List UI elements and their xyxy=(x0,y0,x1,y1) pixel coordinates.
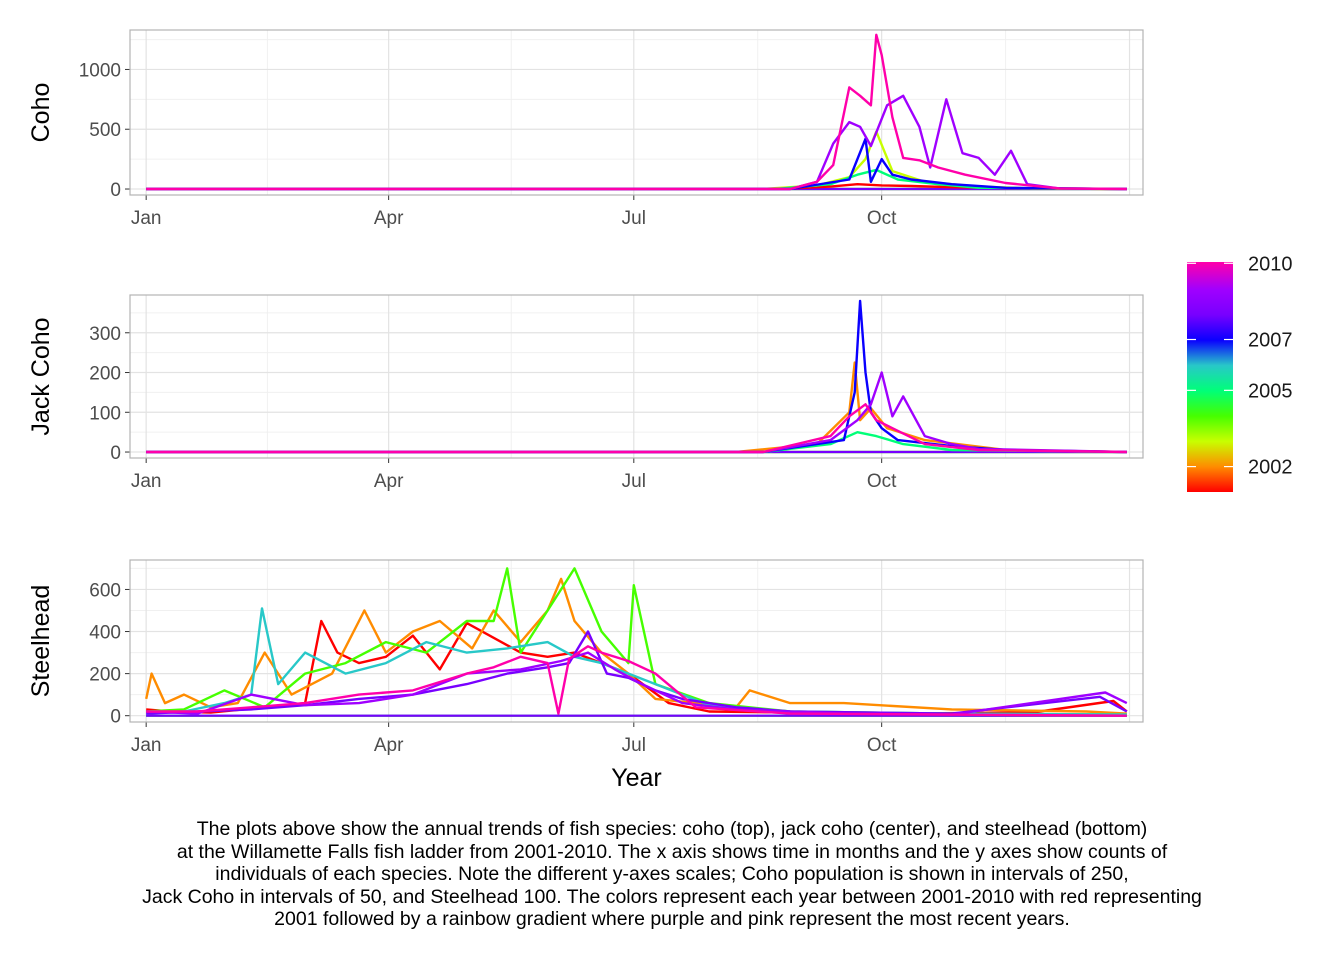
series-line-2009 xyxy=(146,371,1127,454)
x-tick-label: Apr xyxy=(374,471,404,492)
panel-1: 0 500 1000 Jan Apr Jul Oct Coho xyxy=(27,29,1144,229)
color-legend: 2010 2007 2005 2002 xyxy=(1187,253,1293,492)
chart-figure: 0 500 1000 Jan Apr Jul Oct Coho 0 100 200 300 Jan Apr… xyxy=(27,29,1293,792)
legend-label: 2005 xyxy=(1248,380,1293,402)
caption-line-4: Jack Coho in intervals of 50, and Steelh… xyxy=(142,885,1202,908)
caption-line-3: individuals of each species. Note the di… xyxy=(215,863,1129,885)
caption-line-5: 2001 followed by a rainbow gradient wher… xyxy=(274,908,1070,930)
caption-line-1: The plots above show the annual trends o… xyxy=(196,818,1148,840)
x-tick-label: Jul xyxy=(622,735,646,756)
y-tick-label: 300 xyxy=(89,324,121,345)
panel-border xyxy=(129,559,1144,723)
series-line-2010 xyxy=(146,403,1127,454)
y-tick-label: 200 xyxy=(89,364,121,385)
series-line-2002 xyxy=(145,577,1127,715)
series-line-2008 xyxy=(146,630,1128,715)
x-tick-label: Apr xyxy=(374,735,404,756)
y-axis-title: Coho xyxy=(27,83,55,143)
legend-colorbar xyxy=(1187,262,1233,492)
x-tick-label: Oct xyxy=(867,208,897,229)
series-line-2009 xyxy=(146,94,1127,191)
x-tick-label: Jan xyxy=(131,735,162,756)
y-axis-title: Jack Coho xyxy=(27,317,55,435)
series-line-2010 xyxy=(146,645,1127,717)
y-axis-title: Steelhead xyxy=(27,585,55,698)
panel-2: 0 100 200 300 Jan Apr Jul Oct Jack Coho xyxy=(27,294,1144,492)
panel-3: 0 200 400 600 Jan Apr Jul Oct Steelhead Year xyxy=(27,559,1144,792)
series-line-2007 xyxy=(146,137,1127,191)
panel-border xyxy=(129,294,1144,459)
x-tick-label: Apr xyxy=(374,208,404,229)
y-tick-label: 400 xyxy=(89,623,121,644)
x-tick-label: Jan xyxy=(131,208,162,229)
legend-label: 2007 xyxy=(1248,330,1293,352)
y-tick-label: 500 xyxy=(89,120,121,141)
x-tick-label: Jul xyxy=(622,208,646,229)
x-tick-label: Jul xyxy=(622,471,646,492)
series-line-2010 xyxy=(146,33,1127,191)
x-tick-label: Oct xyxy=(867,735,897,756)
x-tick-label: Oct xyxy=(867,471,897,492)
y-tick-label: 100 xyxy=(89,403,121,424)
y-tick-label: 600 xyxy=(89,580,121,601)
x-axis-title: Year xyxy=(611,764,662,792)
legend-label: 2002 xyxy=(1248,457,1293,479)
figure-caption: The plots above show the annual trends o… xyxy=(0,818,1344,931)
x-tick-label: Jan xyxy=(131,471,162,492)
y-tick-label: 0 xyxy=(110,443,121,464)
series-line-2002 xyxy=(146,361,1127,454)
panel-border xyxy=(129,29,1144,196)
y-tick-label: 200 xyxy=(89,665,121,686)
series-line-2006 xyxy=(146,607,1127,716)
series-line-2007 xyxy=(146,299,1127,454)
y-tick-label: 0 xyxy=(110,707,121,728)
caption-line-2: at the Willamette Falls fish ladder from… xyxy=(176,840,1168,863)
y-tick-label: 1000 xyxy=(79,60,121,81)
legend-label: 2010 xyxy=(1248,253,1293,275)
y-tick-label: 0 xyxy=(110,180,121,201)
